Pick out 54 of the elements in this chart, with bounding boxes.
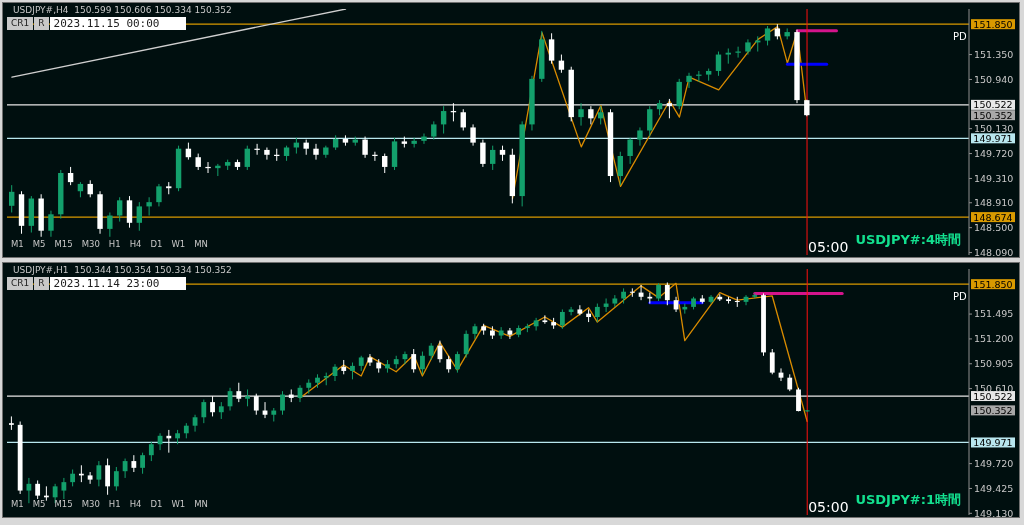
annotation: M5 [32,239,46,249]
ref-line-label: 149.971 [973,132,1013,144]
annotation: R [34,17,49,30]
text: 150.352 [973,404,1013,416]
annotation: 2023.11.15 00:00 [49,17,186,30]
annotation: PD [953,31,967,42]
y-tick-label: 151.495 [974,308,1014,320]
annotation: H1 [108,499,121,509]
ref-line-label: 150.522 [973,99,1013,111]
y-tick-label: 150.940 [974,73,1014,85]
y-tick-label: 148.500 [974,222,1014,234]
y-tick-label: 151.200 [974,333,1014,345]
ref-line-label: 151.850 [973,278,1013,290]
annotation: W1 [171,499,186,509]
y-tick-label: 149.130 [974,507,1014,519]
text: 05:00 [808,499,849,515]
annotation: D1 [150,239,163,249]
annotation: H1 [108,239,121,249]
text: USDJPY#:4時間 [855,231,961,249]
annotation: CR1 [7,277,34,290]
chart-title: USDJPY#,H4 150.599 150.606 150.334 150.352 [13,5,232,15]
ref-line-label: 149.971 [973,436,1013,448]
annotation: CR1 [7,17,34,30]
annotation: H4 [129,239,142,249]
y-tick-label: 151.350 [974,48,1014,60]
annotation: M15 [54,239,73,249]
y-tick-label: 149.310 [974,172,1014,184]
y-tick-label: 149.425 [974,482,1014,494]
y-tick-label: 150.905 [974,358,1014,370]
text: 05:00 [808,239,849,255]
annotation: D1 [150,499,163,509]
chart-title: USDJPY#,H1 150.344 150.354 150.334 150.352 [13,265,232,275]
annotation: M1 [11,239,24,249]
annotation: M30 [81,499,100,509]
y-tick-label: 149.720 [974,147,1014,159]
y-tick-label: 148.910 [974,197,1014,209]
annotation: M5 [32,499,46,509]
annotation: R [34,277,49,290]
y-tick-label: 150.130 [974,123,1014,135]
ref-line-label: 151.850 [973,18,1013,30]
annotation: M15 [54,499,73,509]
annotation: PD [953,291,967,302]
annotation: 2023.11.14 23:00 [49,277,186,290]
text: USDJPY#:1時間 [855,491,961,509]
annotation: H4 [129,499,142,509]
annotation: MN [194,499,208,509]
annotation: MN [194,239,208,249]
annotation: M30 [81,239,100,249]
text: 150.352 [973,109,1013,121]
y-tick-label: 149.720 [974,457,1014,469]
annotation: M1 [11,499,24,509]
y-tick-label: 148.090 [974,246,1014,258]
annotation: W1 [171,239,186,249]
ref-line-label: 148.674 [973,211,1013,223]
